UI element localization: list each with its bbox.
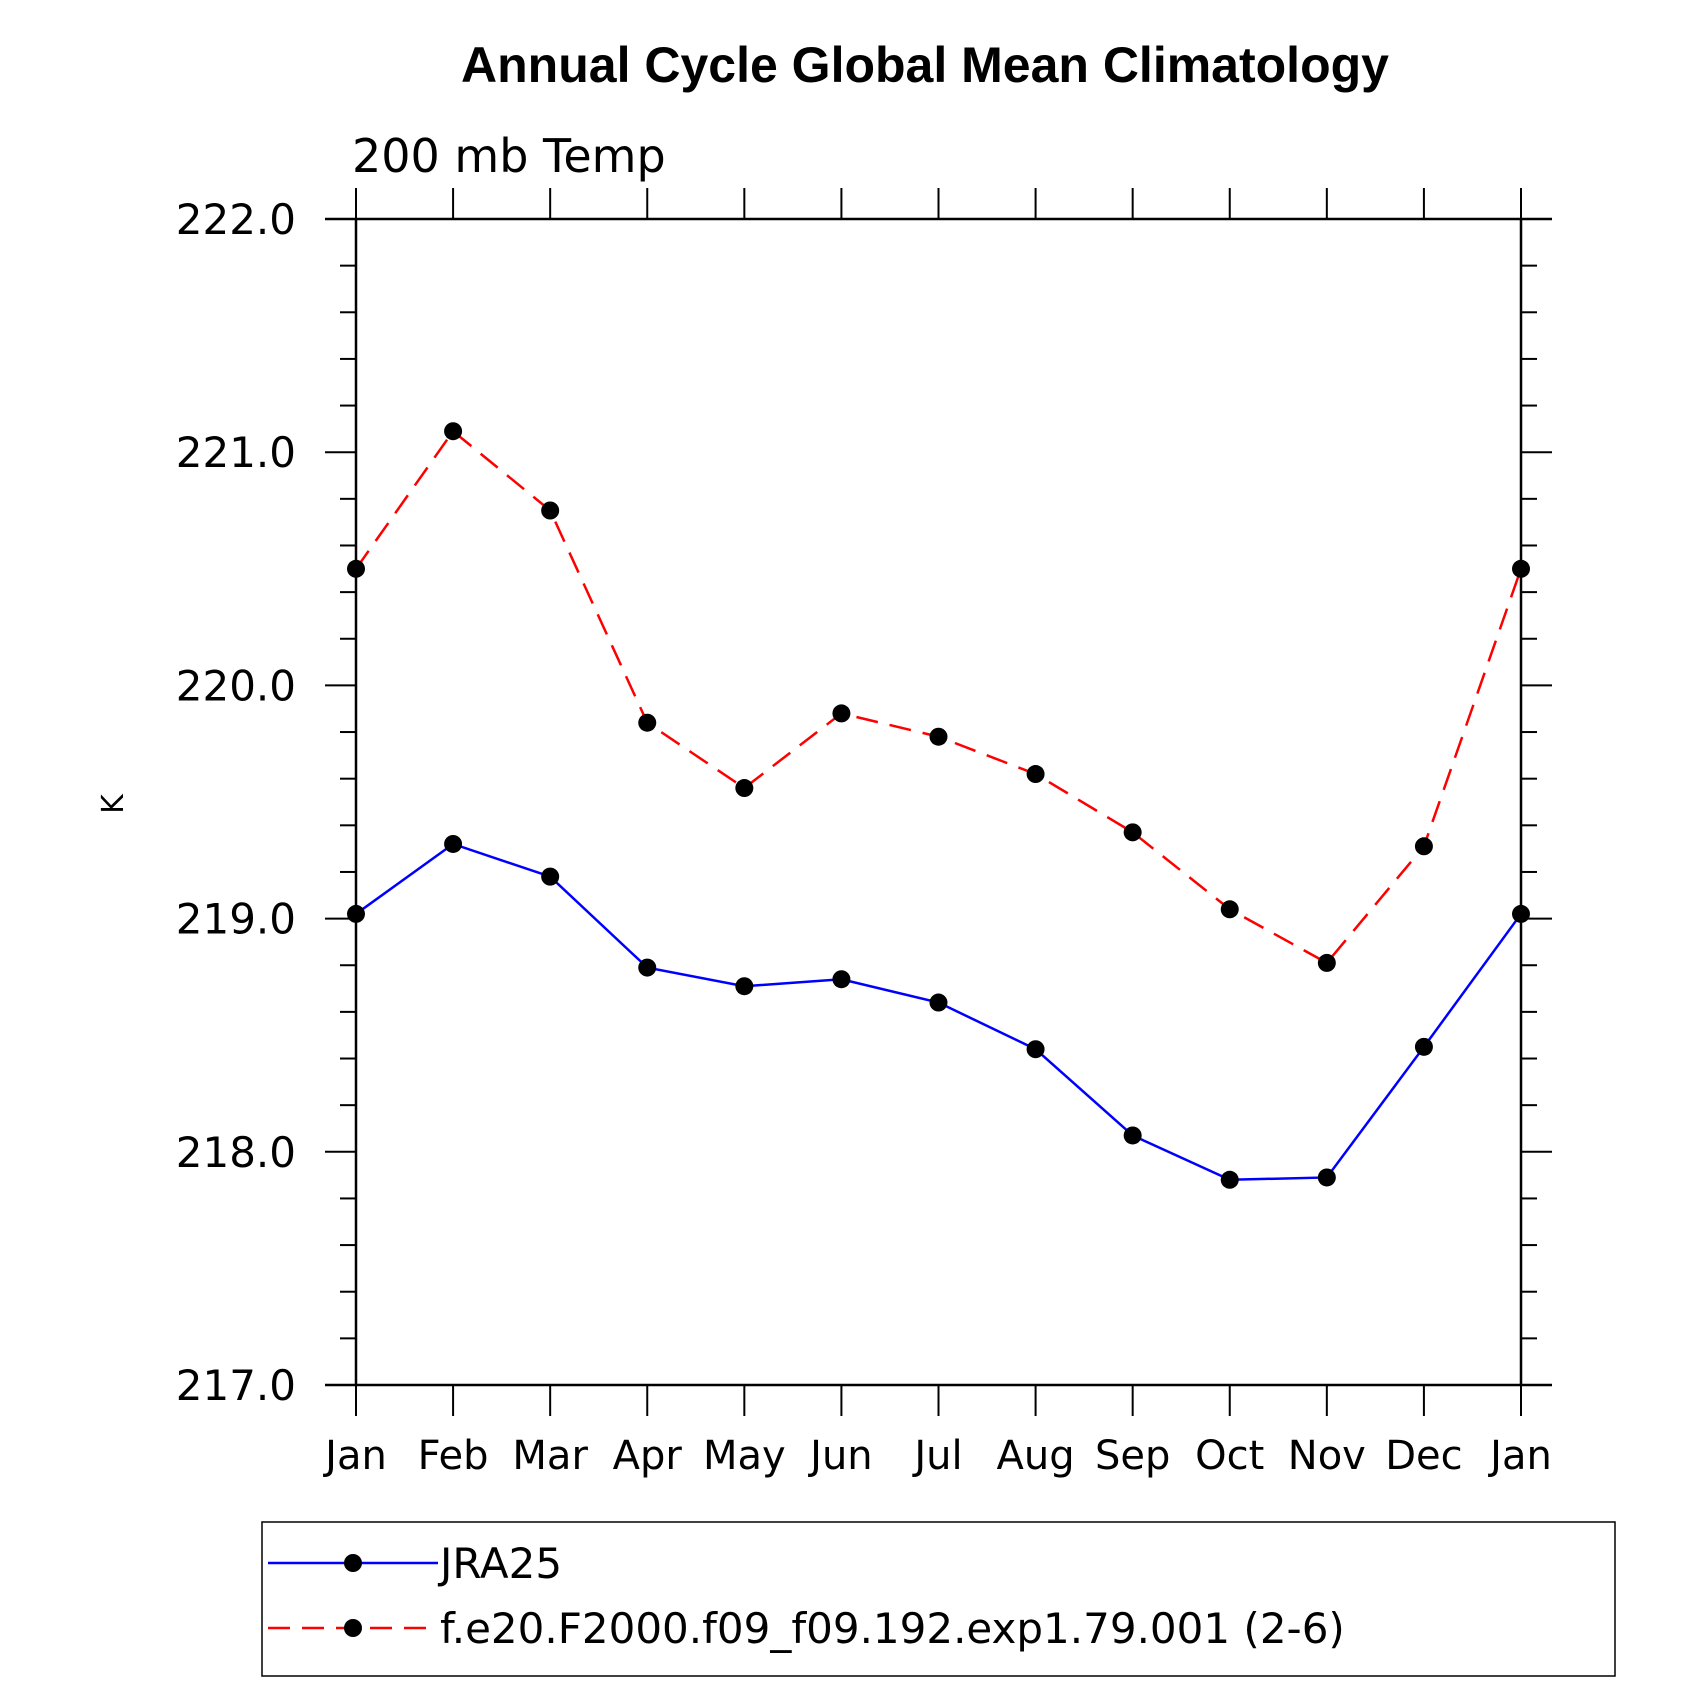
x-tick-label: Oct bbox=[1195, 1433, 1264, 1479]
x-tick-label: Sep bbox=[1095, 1433, 1170, 1479]
data-point bbox=[1512, 559, 1530, 578]
data-point bbox=[735, 977, 754, 996]
legend-box bbox=[261, 1521, 1616, 1677]
data-point bbox=[832, 704, 851, 723]
data-point bbox=[1220, 1170, 1239, 1189]
y-tick-label: 219.0 bbox=[176, 895, 296, 944]
data-point bbox=[444, 834, 463, 853]
data-point bbox=[832, 970, 851, 989]
series-group bbox=[347, 422, 1530, 1189]
y-tick-label: 220.0 bbox=[176, 661, 296, 710]
data-point bbox=[347, 904, 365, 923]
plot-frame bbox=[325, 217, 1552, 1387]
data-point bbox=[347, 559, 365, 578]
x-tick-label: Jan bbox=[322, 1433, 387, 1479]
y-axis-ticks: 217.0 218.0 219.0 220.0 221.0 222.0 bbox=[176, 195, 1552, 1410]
x-tick-label: Jul bbox=[911, 1433, 962, 1479]
data-point bbox=[929, 727, 948, 746]
data-point bbox=[1026, 765, 1045, 784]
x-tick-label: Dec bbox=[1385, 1433, 1462, 1479]
x-tick-label: Mar bbox=[512, 1433, 588, 1479]
x-tick-label: Nov bbox=[1288, 1433, 1366, 1479]
legend-label: JRA25 bbox=[437, 1539, 562, 1588]
chart-title: Annual Cycle Global Mean Climatology bbox=[461, 37, 1389, 93]
data-point bbox=[1026, 1040, 1045, 1059]
y-tick-label: 218.0 bbox=[176, 1128, 296, 1177]
x-tick-label: Feb bbox=[418, 1433, 489, 1479]
x-tick-label: Aug bbox=[997, 1433, 1075, 1479]
data-point bbox=[541, 501, 560, 520]
x-tick-label: Jan bbox=[1487, 1433, 1552, 1479]
data-point bbox=[541, 867, 560, 886]
x-axis-ticks: Jan Feb Mar Apr May Jun Jul Aug Sep Oct Nov Dec Jan bbox=[322, 188, 1552, 1479]
legend-marker bbox=[344, 1554, 362, 1572]
data-point bbox=[1317, 953, 1336, 972]
y-tick-label: 221.0 bbox=[176, 428, 296, 477]
legend-marker bbox=[344, 1619, 362, 1637]
legend-label: f.e20.F2000.f09_f09.192.exp1.79.001 (2-6… bbox=[440, 1604, 1345, 1653]
data-point bbox=[735, 779, 754, 798]
series-line bbox=[355, 842, 1523, 1182]
data-point bbox=[1123, 823, 1142, 842]
data-point bbox=[1512, 904, 1530, 923]
data-point bbox=[444, 422, 463, 441]
y-tick-label: 217.0 bbox=[176, 1361, 296, 1410]
x-tick-label: Jun bbox=[807, 1433, 873, 1479]
data-point bbox=[929, 993, 948, 1012]
y-tick-label: 222.0 bbox=[176, 195, 296, 244]
data-point bbox=[1123, 1126, 1142, 1145]
data-point bbox=[638, 713, 657, 732]
series-line bbox=[354, 429, 1523, 965]
data-point bbox=[1220, 900, 1239, 919]
data-point bbox=[638, 958, 657, 977]
x-tick-label: Apr bbox=[613, 1433, 683, 1479]
y-axis-label: K bbox=[96, 793, 131, 814]
data-point bbox=[1317, 1168, 1336, 1187]
x-tick-label: May bbox=[703, 1433, 786, 1479]
legend: JRA25 f.e20.F2000.f09_f09.192.exp1.79.001… bbox=[261, 1521, 1616, 1677]
data-point bbox=[1414, 837, 1433, 856]
chart-subtitle: 200 mb Temp bbox=[352, 129, 666, 183]
data-point bbox=[1414, 1037, 1433, 1056]
